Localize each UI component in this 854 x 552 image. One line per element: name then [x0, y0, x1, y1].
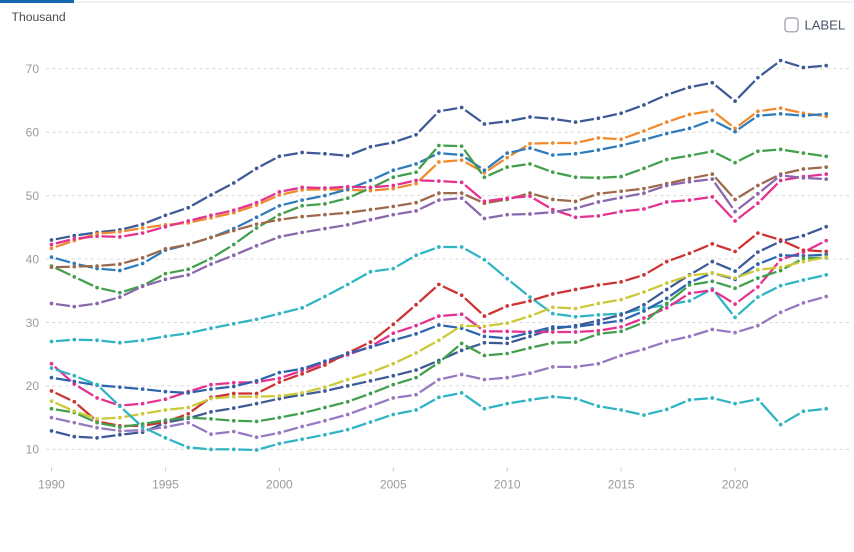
svg-text:2020: 2020 — [722, 477, 749, 491]
svg-text:20: 20 — [26, 379, 40, 393]
svg-text:10: 10 — [26, 443, 40, 457]
svg-text:LABEL: LABEL — [805, 17, 846, 32]
svg-text:2015: 2015 — [608, 477, 635, 491]
svg-text:30: 30 — [26, 316, 40, 330]
svg-text:60: 60 — [26, 126, 40, 140]
svg-text:50: 50 — [26, 189, 40, 203]
svg-text:1995: 1995 — [152, 477, 179, 491]
svg-text:2010: 2010 — [494, 477, 521, 491]
svg-text:2000: 2000 — [266, 477, 293, 491]
svg-text:1990: 1990 — [38, 477, 65, 491]
svg-text:70: 70 — [26, 62, 40, 76]
svg-text:2005: 2005 — [380, 477, 407, 491]
svg-text:Thousand: Thousand — [12, 10, 66, 24]
svg-text:40: 40 — [26, 252, 40, 266]
